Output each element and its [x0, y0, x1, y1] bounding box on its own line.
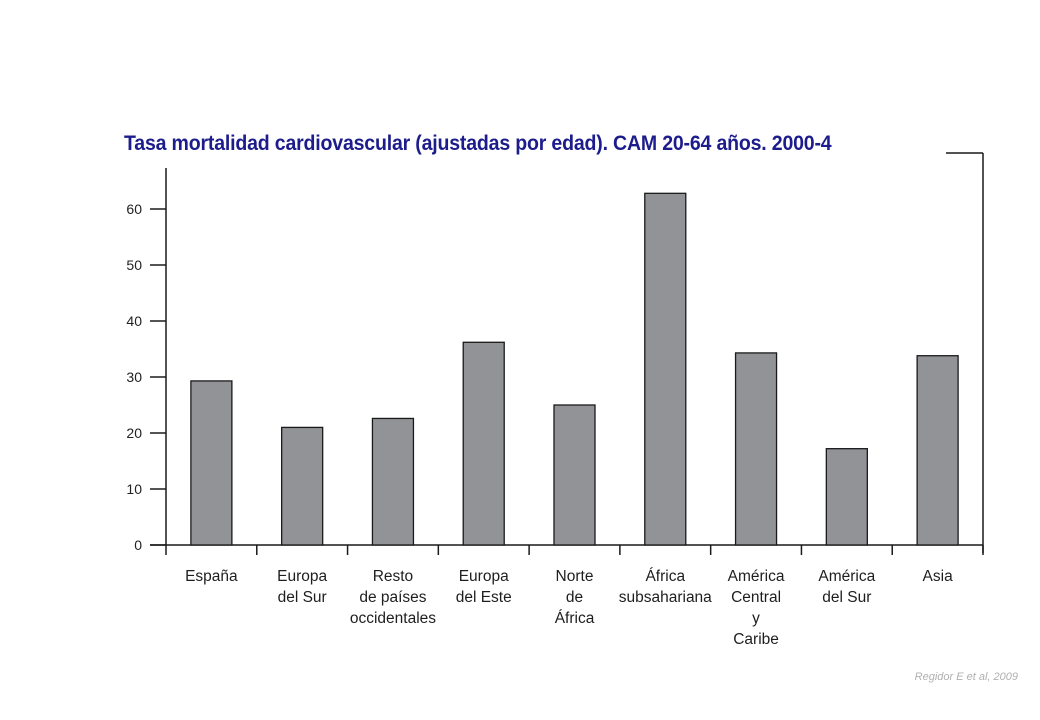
y-tick-label: 20 — [126, 425, 142, 441]
x-tick-label: África — [645, 568, 685, 585]
bar — [371, 417, 415, 546]
x-tick-label: Norte — [556, 568, 594, 585]
y-tick-label: 30 — [126, 369, 142, 385]
x-tick-label: de países — [359, 589, 426, 606]
x-tick-label: Europa — [277, 568, 327, 585]
x-tick-label: Europa — [459, 568, 509, 585]
x-tick-label: del Este — [456, 589, 512, 606]
x-tick-label: Asia — [923, 568, 954, 585]
x-tick-label: subsahariana — [619, 589, 712, 606]
chart-title: Tasa mortalidad cardiovascular (ajustada… — [124, 132, 832, 155]
bar — [462, 341, 505, 546]
citation: Regidor E et al, 2009 — [914, 671, 1018, 683]
bar — [734, 352, 778, 546]
category-labels: España Europa del Sur Resto de países occiden… — [185, 568, 953, 648]
bar — [190, 380, 233, 546]
y-tick-label: 50 — [126, 257, 142, 273]
bar — [553, 404, 596, 546]
x-tick-label: occidentales — [350, 610, 436, 627]
x-tick-label: América — [728, 568, 785, 585]
x-tick-label: España — [185, 568, 238, 585]
x-tick-label: Caribe — [733, 631, 779, 648]
bars — [190, 192, 959, 546]
bar — [281, 426, 324, 546]
x-tick-label: América — [818, 568, 875, 585]
y-tick-label: 0 — [134, 537, 142, 553]
x-tick-label: Central — [731, 589, 781, 606]
x-tick-label: Resto — [373, 568, 414, 585]
bar — [825, 448, 868, 546]
bar — [644, 192, 687, 546]
y-tick-label: 60 — [126, 201, 142, 217]
x-tick-label: del Sur — [822, 589, 871, 606]
y-tick-label: 40 — [126, 313, 142, 329]
x-tick-label: África — [555, 610, 595, 627]
x-tick-label: de — [566, 589, 583, 606]
bar — [916, 355, 959, 546]
y-tick-label: 10 — [126, 481, 142, 497]
x-tick-label: y — [752, 610, 760, 627]
x-tick-label: del Sur — [278, 589, 327, 606]
